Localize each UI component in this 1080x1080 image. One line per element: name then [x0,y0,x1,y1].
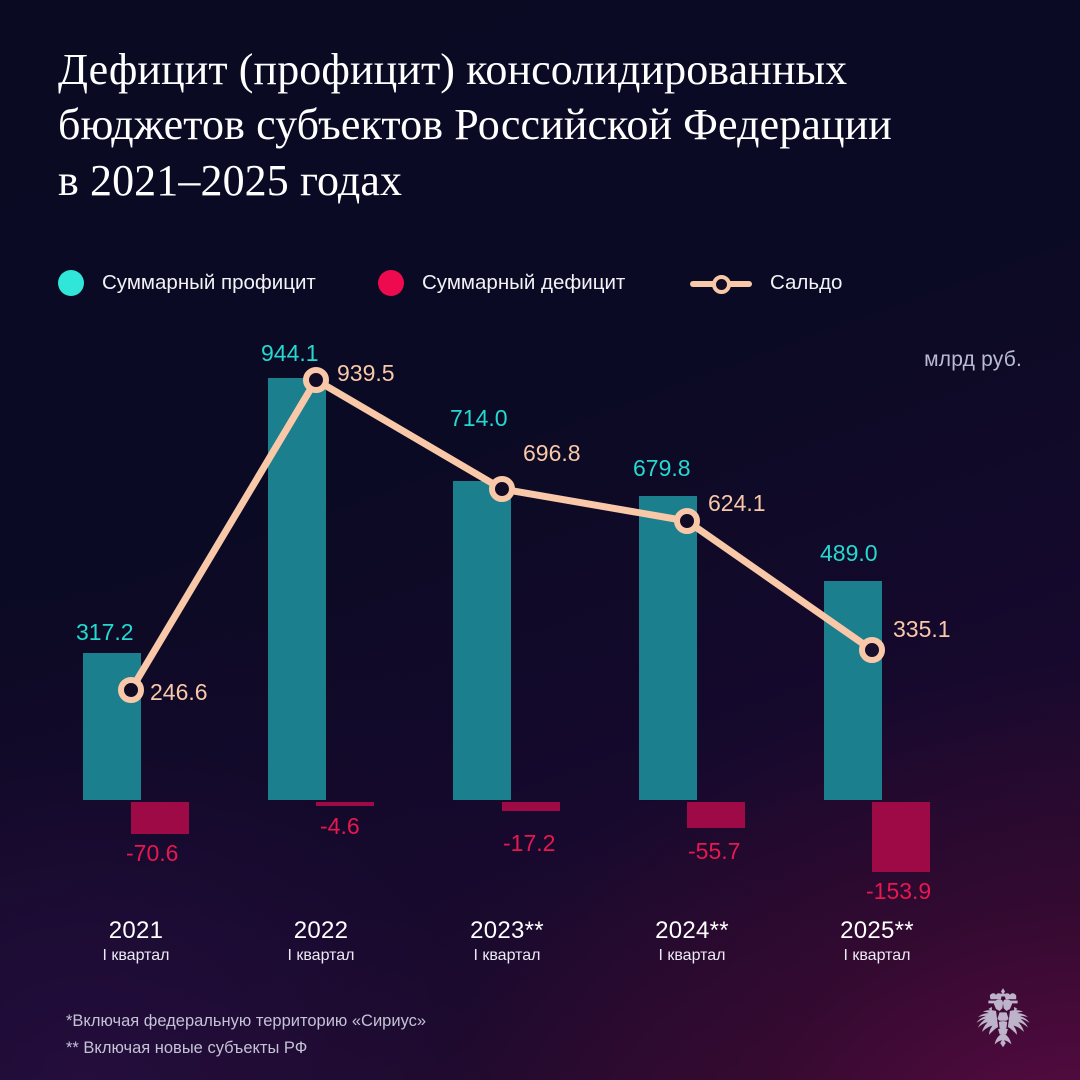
legend-item-saldo: Сальдо [690,263,842,303]
value-label-surplus-2021: 317.2 [76,619,134,645]
xaxis-quarter-2022: I квартал [287,947,355,965]
bar-deficit-2022 [316,802,374,806]
bar-surplus-2023 [453,481,511,800]
value-label-deficit-2022: -4.6 [320,813,360,839]
value-label-surplus-2023: 714.0 [450,405,508,431]
page-title: Дефицит (профицит) консолидированных бюд… [58,45,892,205]
value-label-deficit-2025: -153.9 [866,878,932,904]
units-label: млрд руб. [924,348,1022,371]
bar-surplus-2024 [639,496,697,800]
saldo-point-2022 [303,367,329,393]
saldo-line-marker-icon [690,270,752,296]
legend-label-deficit: Суммарный дефицит [422,271,626,294]
value-label-deficit-2023: -17.2 [503,830,556,856]
xaxis-label-2025: 2025** I квартал [797,917,957,968]
russian-coat-of-arms-emblem-icon [976,988,1030,1048]
bar-deficit-2021 [131,802,189,834]
value-label-deficit-2024: -55.7 [688,838,741,864]
xaxis-label-2024: 2024** I квартал [612,917,772,968]
xaxis-label-2021: 2021 I квартал [56,917,216,968]
xaxis-quarter-2023: I квартал [473,947,541,965]
saldo-point-2024 [674,508,700,534]
bar-surplus-2025 [824,581,882,800]
footnote-1: *Включая федеральную территорию «Сириус» [66,1012,427,1030]
value-label-surplus-2022: 944.1 [261,340,319,366]
bar-deficit-2025 [872,802,930,872]
xaxis-label-2022: 2022 I квартал [241,917,401,968]
value-label-saldo-2021: 246.6 [150,679,208,705]
legend-label-saldo: Сальдо [770,271,843,294]
saldo-point-2023 [489,476,515,502]
legend-item-surplus: Суммарный профицит [58,263,316,303]
xaxis-quarter-2024: I квартал [658,947,726,965]
footnote-2: ** Включая новые субъекты РФ [66,1039,308,1058]
value-label-surplus-2025: 489.0 [820,540,878,566]
deficit-dot-icon [378,270,404,296]
value-label-saldo-2025: 335.1 [893,616,951,642]
bar-deficit-2024 [687,802,745,828]
footnotes: *Включая федеральную территорию «Сириус»… [66,1008,426,1062]
xaxis-year-2025: 2025** [840,917,914,944]
chart-legend: Суммарный профицит Суммарный дефицит Сал… [58,263,1038,303]
legend-label-surplus: Суммарный профицит [102,271,316,294]
value-label-surplus-2024: 679.8 [633,455,691,481]
surplus-dot-icon [58,270,84,296]
saldo-point-2021 [118,677,144,703]
xaxis-year-2022: 2022 [293,917,349,944]
bar-deficit-2023 [502,802,560,811]
value-label-saldo-2024: 624.1 [708,490,766,516]
xaxis-quarter-2021: I квартал [102,947,170,965]
xaxis-year-2024: 2024** [655,917,729,944]
xaxis-year-2021: 2021 [108,917,164,944]
value-label-saldo-2022: 939.5 [337,360,395,386]
xaxis-quarter-2025: I квартал [843,947,911,965]
legend-item-deficit: Суммарный дефицит [378,263,625,303]
xaxis-year-2023: 2023** [470,917,544,944]
xaxis-label-2023: 2023** I квартал [427,917,587,968]
saldo-point-2025 [859,637,885,663]
value-label-saldo-2023: 696.8 [523,440,581,466]
value-label-deficit-2021: -70.6 [126,840,179,866]
